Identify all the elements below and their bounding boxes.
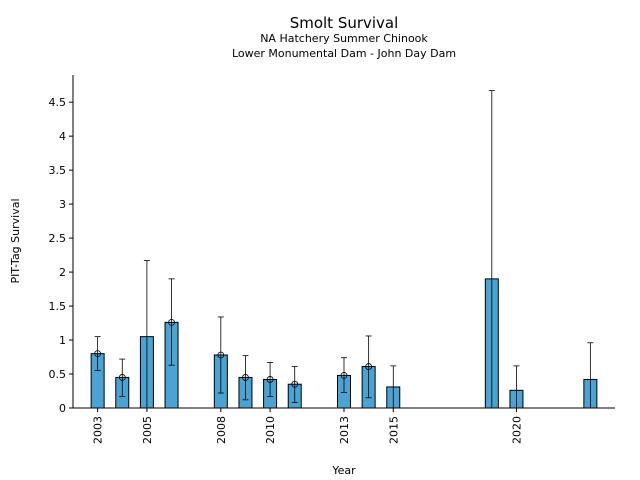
y-tick-label: 2 [59,266,66,279]
y-tick-label: 0.5 [49,368,67,381]
y-tick-label: 3.5 [49,164,67,177]
x-axis-label: Year [331,464,356,477]
point-marker-2010 [266,376,274,383]
point-marker-2008 [217,351,225,359]
point-marker-2009 [242,374,249,381]
y-tick-label: 4 [59,130,66,143]
y-axis-label: PIT-Tag Survival [9,198,22,283]
point-marker-2011 [291,380,299,388]
x-tick-label: 2015 [387,416,400,444]
y-tick-label: 1.5 [49,300,67,313]
chart-title: Smolt Survival [290,14,399,32]
x-tick-label: 2008 [215,416,228,444]
point-marker-2003 [94,350,102,358]
y-tick-label: 3 [59,198,66,211]
x-tick-label: 2010 [264,416,277,444]
y-tick-label: 1 [59,334,66,347]
chart-subtitle-line-2: Lower Monumental Dam - John Day Dam [232,47,456,60]
point-marker-2004 [118,374,126,381]
point-marker-2013 [340,371,348,379]
plot-area: 0 0.5 1 1.5 2 2.5 3 3.5 4 4.5 2003 2005 2008 2010 2013… [49,75,615,444]
point-marker-2006 [168,318,175,326]
y-tick-label: 2.5 [49,232,67,245]
x-tick-label: 2013 [338,416,351,444]
chart-subtitle-line-1: NA Hatchery Summer Chinook [260,32,428,45]
y-tick-label: 0 [59,402,66,415]
x-tick-label: 2005 [141,416,154,444]
x-tick-label: 2003 [92,416,105,444]
y-tick-label: 4.5 [49,96,67,109]
x-tick-label: 2020 [510,416,523,444]
point-marker-2014 [365,363,373,370]
